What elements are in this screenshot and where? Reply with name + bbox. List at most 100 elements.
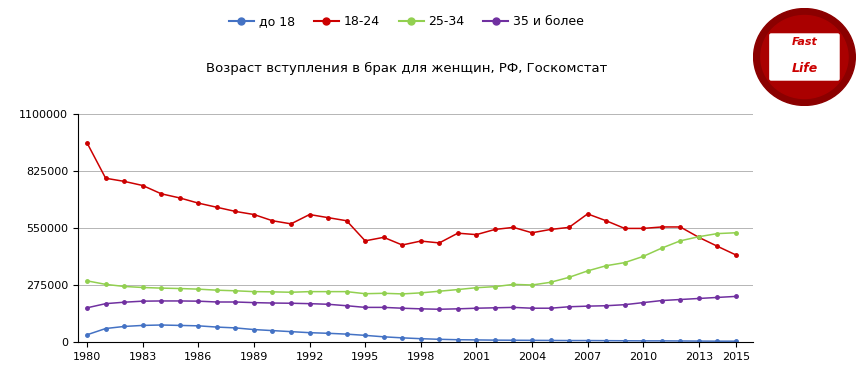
35 и более bbox=[675, 297, 685, 302]
25-34 bbox=[230, 288, 240, 293]
до 18 bbox=[304, 330, 315, 335]
18-24 bbox=[415, 239, 426, 243]
до 18 bbox=[545, 338, 555, 343]
25-34 bbox=[619, 260, 630, 265]
25-34 bbox=[379, 291, 389, 296]
18-24 bbox=[601, 218, 612, 223]
до 18 bbox=[601, 338, 612, 343]
18-24 bbox=[323, 215, 333, 220]
18-24 bbox=[619, 226, 630, 231]
до 18 bbox=[267, 328, 278, 333]
18-24 bbox=[249, 212, 260, 217]
18-24 bbox=[230, 209, 240, 214]
35 и более bbox=[249, 300, 260, 305]
18-24 bbox=[675, 225, 685, 229]
Text: Возраст вступления в брак для женщин, РФ, Госкомстат: Возраст вступления в брак для женщин, РФ… bbox=[206, 62, 607, 75]
до 18 bbox=[249, 327, 260, 332]
до 18 bbox=[564, 338, 574, 343]
35 и более bbox=[490, 306, 500, 310]
35 и более bbox=[712, 295, 722, 300]
35 и более bbox=[156, 299, 166, 303]
25-34 bbox=[712, 231, 722, 236]
Circle shape bbox=[761, 16, 848, 98]
35 и более bbox=[452, 307, 463, 311]
18-24 bbox=[712, 244, 722, 249]
25-34 bbox=[82, 279, 93, 283]
18-24 bbox=[82, 141, 93, 145]
25-34 bbox=[193, 287, 203, 291]
Legend: до 18, 18-24, 25-34, 35 и более: до 18, 18-24, 25-34, 35 и более bbox=[224, 10, 589, 33]
18-24 bbox=[471, 232, 482, 237]
Line: 18-24: 18-24 bbox=[86, 141, 738, 256]
Line: 25-34: 25-34 bbox=[86, 231, 738, 296]
25-34 bbox=[657, 246, 667, 250]
до 18 bbox=[694, 339, 704, 344]
25-34 bbox=[564, 275, 574, 280]
18-24 bbox=[564, 225, 574, 230]
35 и более bbox=[527, 306, 537, 310]
35 и более bbox=[379, 305, 389, 310]
35 и более bbox=[138, 299, 148, 304]
35 и более bbox=[267, 301, 278, 305]
до 18 bbox=[193, 323, 203, 328]
до 18 bbox=[397, 336, 407, 340]
25-34 bbox=[360, 291, 370, 296]
до 18 bbox=[490, 338, 500, 342]
35 и более bbox=[731, 294, 741, 299]
до 18 bbox=[675, 339, 685, 343]
до 18 bbox=[285, 329, 296, 334]
18-24 bbox=[360, 239, 370, 243]
18-24 bbox=[212, 205, 222, 209]
до 18 bbox=[119, 324, 130, 329]
18-24 bbox=[509, 225, 519, 230]
18-24 bbox=[545, 227, 555, 232]
35 и более bbox=[601, 304, 612, 308]
до 18 bbox=[415, 336, 426, 341]
18-24 bbox=[285, 222, 296, 226]
25-34 bbox=[638, 254, 649, 259]
18-24 bbox=[452, 231, 463, 236]
25-34 bbox=[694, 234, 704, 239]
до 18 bbox=[212, 325, 222, 329]
25-34 bbox=[452, 287, 463, 292]
до 18 bbox=[138, 323, 148, 328]
до 18 bbox=[619, 339, 630, 343]
35 и более bbox=[434, 307, 445, 312]
до 18 bbox=[342, 332, 352, 336]
25-34 bbox=[267, 290, 278, 294]
25-34 bbox=[323, 289, 333, 294]
18-24 bbox=[657, 225, 667, 229]
до 18 bbox=[712, 339, 722, 344]
до 18 bbox=[156, 323, 166, 327]
до 18 bbox=[323, 331, 333, 336]
до 18 bbox=[471, 338, 482, 342]
35 и более bbox=[509, 305, 519, 310]
25-34 bbox=[582, 269, 593, 273]
Text: Life: Life bbox=[791, 62, 817, 75]
18-24 bbox=[731, 253, 741, 257]
18-24 bbox=[138, 183, 148, 188]
35 и более bbox=[100, 301, 111, 306]
35 и более bbox=[397, 306, 407, 310]
18-24 bbox=[267, 218, 278, 223]
35 и более bbox=[415, 307, 426, 311]
35 и более bbox=[657, 298, 667, 303]
18-24 bbox=[304, 212, 315, 217]
25-34 bbox=[471, 285, 482, 290]
25-34 bbox=[285, 290, 296, 294]
18-24 bbox=[694, 235, 704, 240]
до 18 bbox=[527, 338, 537, 343]
35 и более bbox=[212, 300, 222, 304]
18-24 bbox=[397, 243, 407, 247]
35 и более bbox=[230, 300, 240, 304]
FancyBboxPatch shape bbox=[769, 33, 840, 81]
25-34 bbox=[119, 284, 130, 289]
35 и более bbox=[564, 304, 574, 309]
25-34 bbox=[415, 291, 426, 295]
25-34 bbox=[138, 285, 148, 290]
25-34 bbox=[675, 239, 685, 243]
25-34 bbox=[601, 263, 612, 268]
35 и более bbox=[342, 304, 352, 308]
18-24 bbox=[175, 196, 185, 200]
35 и более bbox=[619, 302, 630, 307]
